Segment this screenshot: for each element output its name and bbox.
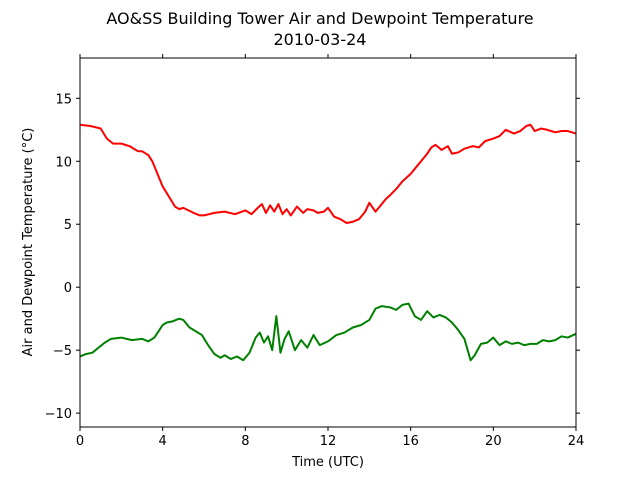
y-tick-label: 0 xyxy=(64,281,72,296)
x-tick-label: 12 xyxy=(320,434,337,449)
series-line-1 xyxy=(79,302,577,362)
x-tick-label: 8 xyxy=(241,434,249,449)
x-tick-label: 4 xyxy=(159,434,167,449)
x-tick-label: 0 xyxy=(76,434,84,449)
x-tick-label: 16 xyxy=(402,434,419,449)
x-tick-label: 24 xyxy=(568,434,585,449)
y-tick-label: −5 xyxy=(53,344,72,359)
x-tick-label: 20 xyxy=(485,434,502,449)
series-line-0 xyxy=(79,123,577,224)
plot-frame xyxy=(79,57,577,428)
y-tick-label: 5 xyxy=(64,218,72,233)
y-tick-label: 10 xyxy=(55,155,72,170)
y-axis-label: Air and Dewpoint Temperature (°C) xyxy=(21,128,36,357)
series-layer xyxy=(79,123,577,362)
x-axis-label: Time (UTC) xyxy=(291,455,364,470)
chart-subtitle: 2010-03-24 xyxy=(274,30,367,49)
y-tick-label: 15 xyxy=(55,92,72,107)
y-tick-label: −10 xyxy=(45,407,72,422)
ticks-layer: 0 4 8 12 16 20 24 −10 −5 0 5 10 15 xyxy=(45,54,585,449)
chart-title: AO&SS Building Tower Air and Dewpoint Te… xyxy=(106,9,533,28)
